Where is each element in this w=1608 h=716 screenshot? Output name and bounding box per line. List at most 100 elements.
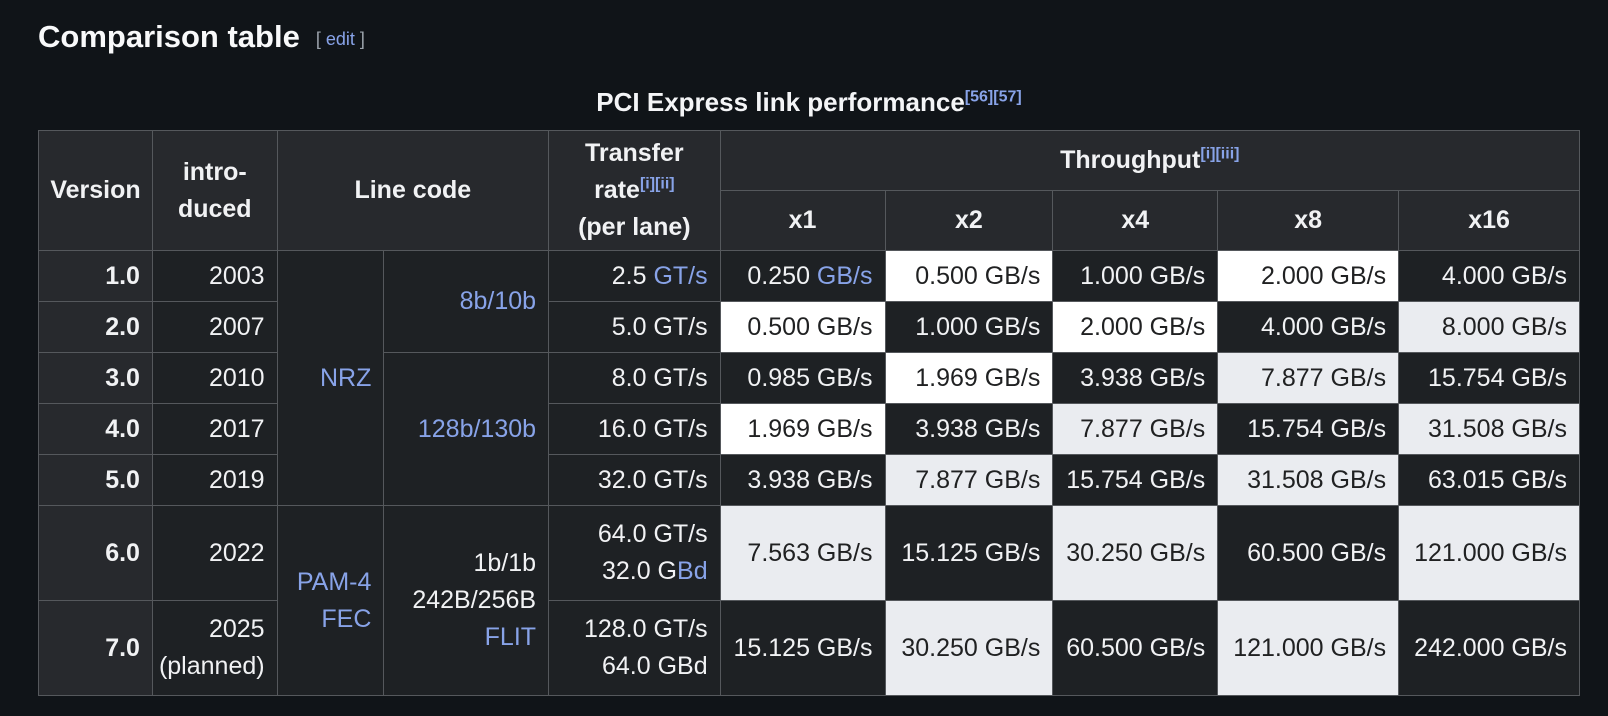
- 8b10b-link[interactable]: 8b/10b: [459, 287, 537, 316]
- throughput-cell: 121.000 GB/s: [1217, 600, 1400, 697]
- section-heading-text: Comparison table: [38, 19, 300, 54]
- transfer-rate-cell: 128.0 GT/s 64.0 GBd: [548, 600, 721, 697]
- throughput-cell: 7.877 GB/s: [1052, 403, 1219, 456]
- line-code-nrz-cell: NRZ: [276, 250, 385, 507]
- gts-unit-link[interactable]: GT/s: [653, 261, 708, 290]
- throughput-cell: 30.250 GB/s: [884, 600, 1054, 697]
- edit-bracket-close: ]: [359, 29, 365, 49]
- flit-line3: FLIT: [390, 619, 536, 656]
- throughput-cell: 0.250 GB/s: [719, 250, 886, 303]
- footnote-i-link[interactable]: [i]: [1200, 145, 1216, 163]
- introduced-header: intro- duced: [151, 130, 278, 252]
- throughput-cell: 2.000 GB/s: [1217, 250, 1400, 303]
- throughput-cell: 31.508 GB/s: [1217, 454, 1400, 507]
- header-row-2: x1 x2 x4 x8 x16: [39, 190, 1580, 252]
- throughput-cell: 15.125 GB/s: [719, 600, 886, 697]
- edit-link[interactable]: edit: [325, 29, 355, 49]
- version-cell: 7.0: [38, 600, 153, 697]
- line-code-pam4-fec-cell: PAM-4 FEC: [276, 505, 385, 697]
- introduced-header-line1: intro-: [182, 157, 247, 186]
- transfer-line2: 64.0 GBd: [601, 652, 708, 681]
- transfer-rate-header: Transfer rate[i][ii] (per lane): [548, 130, 721, 252]
- throughput-value: 0.250: [747, 261, 817, 290]
- transfer-line1: 128.0 GT/s: [583, 615, 708, 644]
- throughput-cell: 3.938 GB/s: [1052, 352, 1219, 405]
- table-row: 4.0 2017 16.0 GT/s 1.969 GB/s 3.938 GB/s…: [38, 403, 1580, 456]
- table-row: 2.0 2007 5.0 GT/s 0.500 GB/s 1.000 GB/s …: [38, 301, 1580, 354]
- year-cell: 2019: [151, 454, 278, 507]
- pam4-line: PAM-4: [284, 564, 372, 601]
- line-code-header: Line code: [276, 130, 550, 252]
- transfer-ref-i: [i]: [640, 176, 655, 193]
- footnote-ii-link[interactable]: [ii]: [655, 175, 675, 193]
- fec-link[interactable]: FEC: [321, 604, 372, 633]
- header-row-1: Version intro- duced Line code Transfer …: [38, 130, 1581, 252]
- line-code-128b130b-cell: 128b/130b: [383, 352, 550, 507]
- throughput-cell: 1.969 GB/s: [884, 352, 1054, 405]
- transfer-value: 32.0 G: [601, 557, 678, 586]
- line-code-flit-cell: 1b/1b 242B/256B FLIT: [383, 505, 550, 697]
- version-cell: 6.0: [38, 505, 153, 602]
- transfer-rate-cell: 8.0 GT/s: [548, 352, 721, 405]
- year-line1: 2025: [208, 615, 265, 644]
- 128b130b-link[interactable]: 128b/130b: [417, 414, 537, 443]
- throughput-cell: 1.000 GB/s: [1052, 250, 1219, 303]
- throughput-cell: 63.015 GB/s: [1398, 454, 1580, 507]
- baud-unit-link[interactable]: Bd: [677, 557, 708, 586]
- table-row: 6.0 2022 PAM-4 FEC 1b/1b 242B/256B FLIT …: [38, 505, 1580, 697]
- throughput-cell: 60.500 GB/s: [1052, 600, 1219, 697]
- flit-link[interactable]: FLIT: [484, 623, 537, 652]
- year-cell: 2010: [151, 352, 278, 405]
- throughput-cell: 2.000 GB/s: [1052, 301, 1219, 354]
- transfer-rate-cell: 64.0 GT/s 32.0 GBd: [548, 505, 721, 602]
- year-cell: 2025 (planned): [151, 600, 278, 697]
- citation-57-link[interactable]: [57]: [993, 88, 1022, 106]
- table-row: 1.0 2003 NRZ 8b/10b 2.5 GT/s 0.250 GB/s …: [38, 250, 1580, 507]
- throughput-cell: 15.754 GB/s: [1217, 403, 1400, 456]
- version-cell: 4.0: [38, 403, 153, 456]
- table-row: 5.0 2019 32.0 GT/s 3.938 GB/s 7.877 GB/s…: [38, 454, 1580, 507]
- lane-x1-header: x1: [719, 190, 886, 252]
- throughput-cell: 3.938 GB/s: [719, 454, 886, 507]
- lane-x16-header: x16: [1398, 190, 1580, 252]
- footnote-iii-link[interactable]: [iii]: [1215, 145, 1240, 163]
- year-cell: 2003: [151, 250, 278, 303]
- version-cell: 2.0: [38, 301, 153, 354]
- throughput-cell: 7.877 GB/s: [1217, 352, 1400, 405]
- transfer-value: 2.5: [611, 261, 654, 290]
- lane-x2-header: x2: [884, 190, 1054, 252]
- throughput-header: Throughput[i][iii]: [719, 130, 1581, 192]
- throughput-cell: 0.985 GB/s: [719, 352, 886, 405]
- throughput-cell: 60.500 GB/s: [1217, 505, 1400, 602]
- pam4-link[interactable]: PAM-4: [296, 567, 372, 596]
- throughput-cell: 242.000 GB/s: [1398, 600, 1580, 697]
- version-cell: 5.0: [38, 454, 153, 507]
- throughput-cell: 31.508 GB/s: [1398, 403, 1580, 456]
- citation-56-link[interactable]: [56]: [964, 88, 994, 106]
- lane-x4-header: x4: [1052, 190, 1219, 252]
- throughput-cell: 0.500 GB/s: [884, 250, 1054, 303]
- flit-line2: 242B/256B: [412, 586, 537, 615]
- caption-ref-57: [57]: [993, 89, 1021, 106]
- throughput-cell: 4.000 GB/s: [1398, 250, 1580, 303]
- transfer-rate-header-line1: Transfer: [584, 139, 684, 168]
- transfer-rate-cell: 2.5 GT/s: [548, 250, 721, 303]
- introduced-header-line2: duced: [177, 194, 252, 223]
- throughput-cell: 0.500 GB/s: [719, 301, 886, 354]
- footnote-i-link[interactable]: [i]: [639, 175, 656, 193]
- table-caption: PCI Express link performance[56][57]: [38, 87, 1580, 130]
- throughput-cell: 30.250 GB/s: [1052, 505, 1219, 602]
- throughput-cell: 121.000 GB/s: [1398, 505, 1580, 602]
- throughput-cell: 15.754 GB/s: [1052, 454, 1219, 507]
- comparison-table: PCI Express link performance[56][57] Ver…: [38, 87, 1581, 697]
- fec-line: FEC: [284, 601, 372, 638]
- table-row: 7.0 2025 (planned) 128.0 GT/s 64.0 GBd 1…: [38, 600, 1580, 697]
- year-cell: 2007: [151, 301, 278, 354]
- table-caption-text: PCI Express link performance: [596, 87, 965, 118]
- nrz-link[interactable]: NRZ: [320, 363, 372, 392]
- throughput-cell: 15.125 GB/s: [884, 505, 1054, 602]
- throughput-cell: 4.000 GB/s: [1217, 301, 1400, 354]
- gbps-unit-link[interactable]: GB/s: [816, 261, 873, 290]
- year-line2: (planned): [158, 652, 265, 681]
- line-code-8b10b-cell: 8b/10b: [383, 250, 550, 354]
